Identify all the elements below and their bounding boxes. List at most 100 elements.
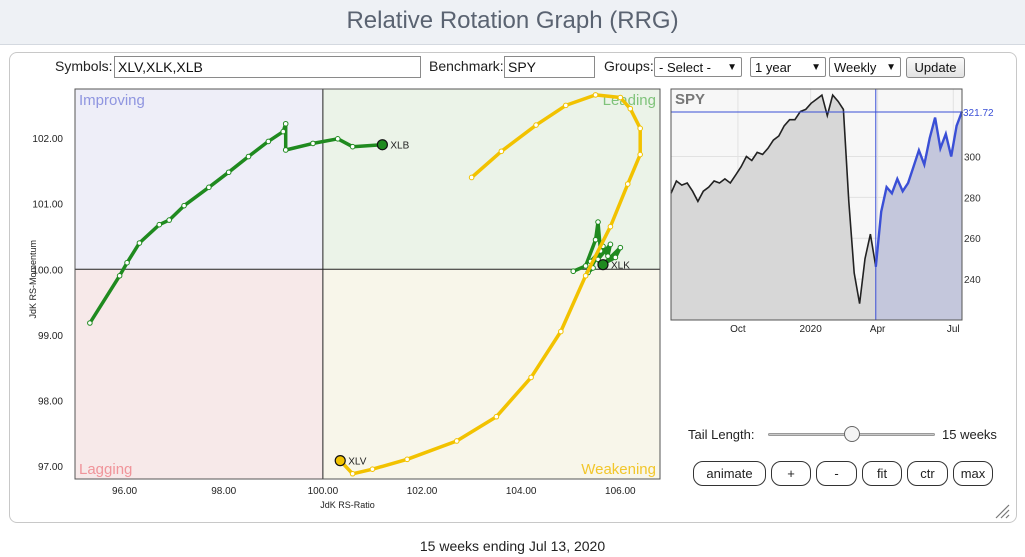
x-tick-label: 96.00	[112, 486, 137, 497]
xlv-tail-point	[369, 466, 376, 472]
period-select-value: 1 year	[755, 59, 792, 75]
xlv-tail-point	[498, 148, 505, 155]
xlk-tail-point	[617, 244, 624, 251]
xlb-head-marker	[376, 139, 388, 151]
xlv-tail-line	[338, 93, 642, 476]
y-tick-label: 100.00	[32, 265, 63, 276]
x-tick-label: 104.00	[506, 486, 537, 497]
frequency-select-value: Weekly	[834, 59, 877, 75]
xlb-tail-point	[334, 136, 341, 142]
zoom-in-button[interactable]: +	[771, 461, 811, 486]
quadrant-weakening	[322, 269, 660, 479]
x-tick-label: 106.00	[605, 486, 636, 497]
benchmark-input[interactable]	[504, 56, 595, 78]
symbols-input[interactable]	[114, 56, 421, 78]
resize-grip-icon[interactable]	[994, 503, 1010, 519]
x-tick-label: 102.00	[407, 486, 438, 497]
quadrant-label-improving: Improving	[79, 92, 145, 109]
xlk-label: XLK	[611, 261, 630, 272]
xlb-tail-point	[265, 138, 272, 145]
xlb-tail-point	[245, 153, 252, 160]
groups-label: Groups:	[604, 58, 654, 74]
xlk-tail-point	[605, 253, 611, 259]
xlk-head-marker	[597, 259, 609, 271]
y-axis-label: JdK RS-Momentum	[28, 240, 38, 319]
benchmark-label: Benchmark:	[429, 58, 504, 74]
xlv-tail-point	[592, 92, 599, 98]
rrg-plot-border	[74, 88, 661, 480]
xlb-tail-point	[124, 259, 130, 266]
xlb-tail-point	[181, 202, 187, 209]
xlv-tail-point	[637, 151, 643, 158]
quadrant-improving	[75, 89, 323, 270]
frequency-select[interactable]: Weekly ▼	[829, 57, 901, 77]
x-axis-label: JdK RS-Ratio	[320, 500, 375, 510]
xlk-tail-point	[582, 263, 589, 269]
quadrant-lagging	[75, 269, 323, 479]
zoom-out-button[interactable]: -	[816, 461, 857, 486]
xlk-tail-point	[612, 254, 619, 261]
animate-button[interactable]: animate	[693, 461, 766, 486]
xlv-tail-point	[528, 374, 534, 381]
xlv-tail-point	[637, 125, 643, 132]
xlv-head-marker	[334, 455, 346, 467]
xlv-tail-point	[453, 438, 460, 444]
xlk-tail-point	[570, 268, 577, 275]
xlv-label: XLV	[348, 457, 366, 468]
xlv-tail-point	[582, 273, 589, 279]
chevron-down-icon: ▼	[727, 61, 737, 73]
xlv-tail-point	[624, 181, 631, 187]
max-button[interactable]: max	[953, 461, 993, 486]
tail-length-label: Tail Length:	[688, 427, 755, 442]
xlv-tail-point	[493, 413, 500, 420]
tail-length-slider-thumb[interactable]	[843, 426, 860, 442]
xlk-tail-point	[592, 236, 599, 243]
groups-select-value: - Select -	[659, 59, 712, 75]
y-tick-label: 102.00	[32, 134, 63, 145]
xlv-tail-point	[607, 223, 614, 230]
xlb-label: XLB	[390, 141, 409, 152]
center-button[interactable]: ctr	[907, 461, 948, 486]
y-tick-label: 98.00	[38, 396, 63, 407]
xlb-tail-point	[225, 169, 232, 176]
xlb-tail-point	[206, 184, 212, 191]
xlb-tail-point	[282, 147, 289, 153]
xlb-tail-point	[166, 217, 172, 223]
chevron-down-icon: ▼	[886, 61, 896, 73]
symbols-label: Symbols:	[55, 58, 113, 74]
tail-length-value: 15 weeks	[942, 427, 997, 442]
xlb-tail-point	[282, 120, 289, 127]
xlb-tail-point	[116, 273, 123, 279]
update-button[interactable]: Update	[906, 57, 965, 78]
xlb-tail-point	[310, 140, 316, 147]
quadrant-label-weakening: Weakening	[581, 461, 656, 478]
fit-button[interactable]: fit	[862, 461, 902, 486]
x-tick-label: 100.00	[308, 486, 339, 497]
xlb-tail-point	[136, 240, 143, 246]
y-tick-label: 99.00	[38, 331, 63, 342]
title-bar	[0, 0, 1025, 45]
chevron-down-icon: ▼	[811, 61, 821, 73]
page-title: Relative Rotation Graph (RRG)	[346, 7, 679, 34]
xlb-tail-point	[156, 221, 163, 228]
xlb-tail-point	[87, 320, 93, 326]
xlv-tail-point	[533, 122, 539, 128]
xlb-tail-point	[280, 128, 287, 135]
groups-select[interactable]: - Select - ▼	[654, 57, 742, 77]
y-tick-label: 101.00	[32, 200, 63, 211]
xlb-tail-line	[88, 121, 385, 325]
xlv-tail-point	[404, 456, 410, 463]
xlv-tail-point	[468, 174, 475, 181]
x-tick-label: 98.00	[211, 486, 236, 497]
xlv-tail-point	[617, 94, 624, 101]
xlv-tail-point	[349, 470, 356, 477]
period-select[interactable]: 1 year ▼	[750, 57, 826, 77]
quadrant-label-lagging: Lagging	[79, 461, 132, 478]
footer-caption: 15 weeks ending Jul 13, 2020	[419, 538, 606, 554]
xlk-tail-point	[607, 241, 614, 248]
xlb-tail-point	[349, 143, 356, 150]
xlv-tail-point	[558, 328, 564, 335]
xlv-tail-point	[627, 105, 634, 112]
xlv-tail-point	[563, 102, 569, 109]
